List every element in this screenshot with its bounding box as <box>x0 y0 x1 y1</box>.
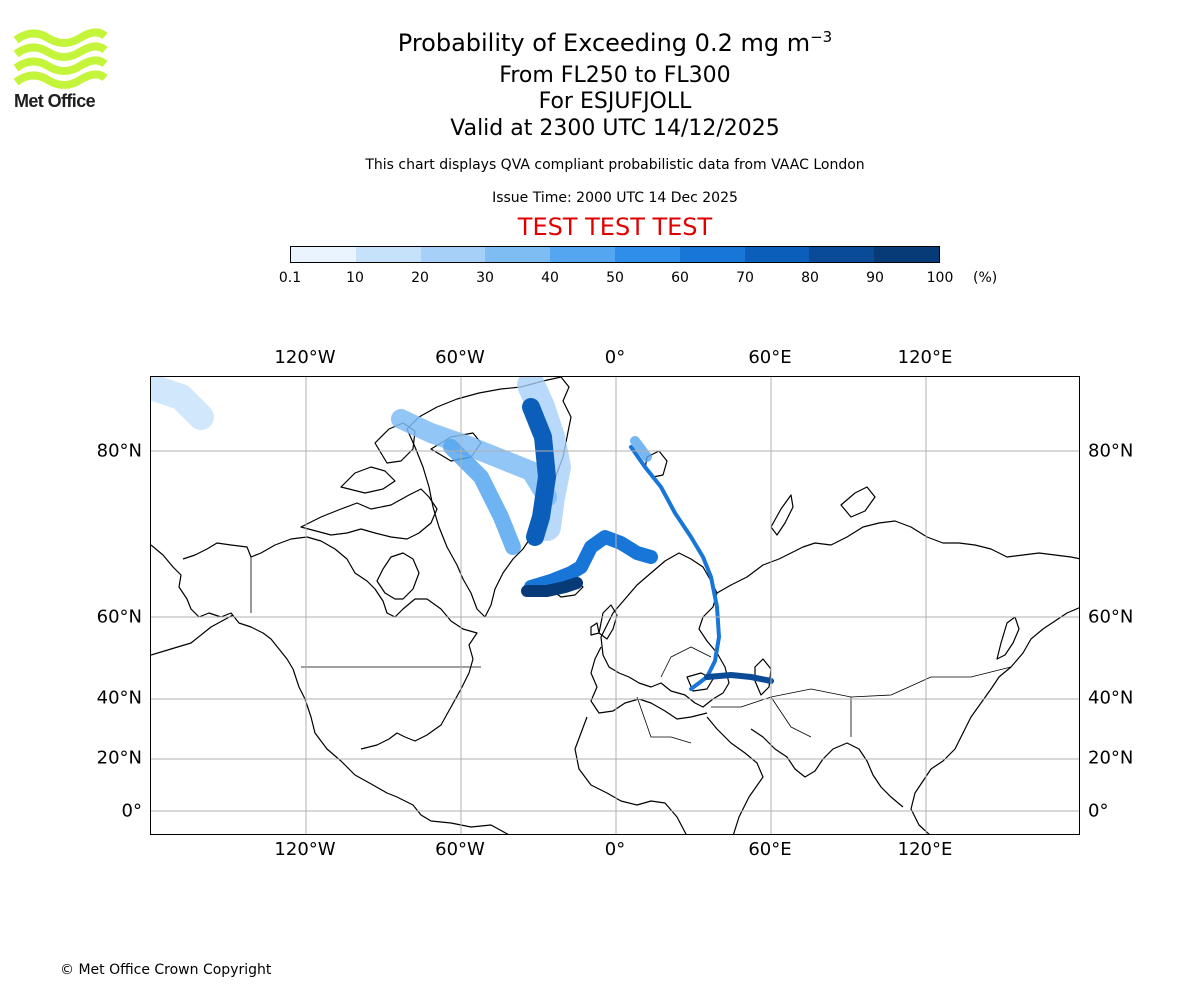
lat-label-left: 20°N <box>96 747 142 769</box>
lon-label-top: 60°W <box>435 347 485 368</box>
colorbar-tick-label: 80 <box>801 270 819 286</box>
country-borders <box>250 557 1012 744</box>
lat-label-right: 0° <box>1088 800 1109 822</box>
lat-label-right: 60°N <box>1088 606 1134 628</box>
lon-label-bottom: 60°E <box>748 839 792 860</box>
colorbar <box>290 246 940 263</box>
lat-label-right: 80°N <box>1088 440 1134 462</box>
colorbar-segment <box>420 247 486 262</box>
lon-label-top: 120°E <box>897 347 953 368</box>
colorbar-segment <box>744 247 810 262</box>
colorbar-segment <box>355 247 421 262</box>
coast-asia-east <box>910 607 1079 834</box>
title-main: Probability of Exceeding 0.2 mg m <box>397 29 811 57</box>
chart-subtitle: This chart displays QVA compliant probab… <box>365 157 865 173</box>
colorbar-segment <box>485 247 551 262</box>
test-banner: TEST TEST TEST <box>517 213 713 241</box>
volcano-name: For ESJUFJOLL <box>538 89 692 114</box>
title-superscript: −3 <box>810 28 833 46</box>
met-office-logo-icon <box>13 28 108 89</box>
lon-label-top: 0° <box>604 347 626 368</box>
coast-japan <box>996 616 1020 660</box>
coast-north-america <box>182 536 509 834</box>
lat-label-right: 40°N <box>1088 687 1134 709</box>
coast-novaya-zemlya <box>770 494 794 536</box>
coast-taymyr <box>840 486 876 518</box>
colorbar-tick-label: 70 <box>736 270 754 286</box>
colorbar-segment <box>550 247 615 262</box>
coast-alaska <box>151 544 294 670</box>
colorbar-unit: (%) <box>973 270 998 286</box>
valid-time: Valid at 2300 UTC 14/12/2025 <box>450 116 780 141</box>
ash-probability-plume <box>151 377 774 691</box>
lon-label-bottom: 120°E <box>897 839 953 860</box>
coast-europe <box>590 552 730 720</box>
colorbar-tick-label: 0.1 <box>278 270 302 286</box>
lon-label-bottom: 60°W <box>435 839 485 860</box>
coast-hudson-bay <box>376 552 420 600</box>
colorbar-tick-label: 40 <box>541 270 559 286</box>
coast-uk <box>590 604 618 640</box>
coast-arctic-archipelago <box>300 422 482 540</box>
map-gridlines <box>151 377 1079 834</box>
colorbar-tick-label: 10 <box>346 270 364 286</box>
chart-title: Probability of Exceeding 0.2 mg m−3 <box>0 28 1200 57</box>
map-land-outlines <box>151 377 1079 834</box>
issue-time: Issue Time: 2000 UTC 14 Dec 2025 <box>492 190 738 206</box>
lat-label-left: 80°N <box>96 440 142 462</box>
colorbar-tick-label: 90 <box>866 270 884 286</box>
copyright: © Met Office Crown Copyright <box>60 962 272 978</box>
lat-label-left: 0° <box>121 800 142 822</box>
lon-label-top: 120°W <box>274 347 336 368</box>
colorbar-segment <box>809 247 875 262</box>
lat-label-left: 40°N <box>96 687 142 709</box>
lat-label-right: 20°N <box>1088 747 1134 769</box>
colorbar-tick-label: 50 <box>606 270 624 286</box>
colorbar-tick-label: 20 <box>411 270 429 286</box>
colorbar-segment <box>291 247 356 262</box>
coast-india-arabia <box>750 728 904 808</box>
colorbar-tick-label: 30 <box>476 270 494 286</box>
lat-label-left: 60°N <box>96 606 142 628</box>
coast-asia-north <box>716 520 1079 594</box>
colorbar-segment <box>679 247 745 262</box>
colorbar-tick-label: 60 <box>671 270 689 286</box>
colorbar-segment <box>874 247 939 262</box>
colorbar-tick-label: 100 <box>926 270 954 286</box>
lon-label-bottom: 0° <box>604 839 626 860</box>
colorbar-segment <box>614 247 680 262</box>
logo-text: Met Office <box>14 91 96 111</box>
lon-label-top: 60°E <box>748 347 792 368</box>
lon-label-bottom: 120°W <box>274 839 336 860</box>
map-panel[interactable] <box>150 376 1080 835</box>
map-canvas <box>151 377 1079 834</box>
coast-africa <box>574 716 764 834</box>
flight-levels: From FL250 to FL300 <box>499 63 731 88</box>
